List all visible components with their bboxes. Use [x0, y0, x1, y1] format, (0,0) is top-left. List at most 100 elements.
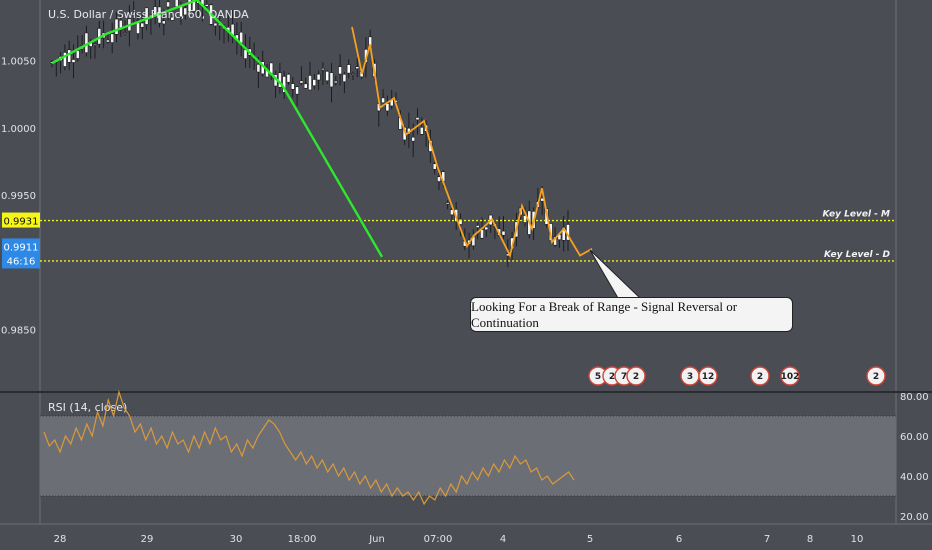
candle-body	[144, 7, 149, 25]
candle-body	[93, 43, 97, 45]
countdown-timer: 46:16	[7, 256, 36, 267]
candle-body	[561, 227, 566, 241]
event-badge-5: 12	[702, 372, 715, 382]
event-badge-0: 5	[595, 372, 601, 382]
time-tick-4: Jun	[368, 534, 385, 545]
rsi-tick-2: 40.00	[900, 472, 929, 483]
candle-body	[437, 176, 441, 182]
time-tick-0: 28	[54, 534, 67, 545]
candle-body	[325, 71, 330, 82]
key-level-label-0: Key Level - M	[823, 210, 890, 220]
candle-body	[480, 229, 484, 239]
event-badge-7: 102	[781, 372, 800, 382]
price-pane	[0, 0, 932, 392]
candle-body	[419, 126, 424, 135]
chart-title: U.S. Dollar / Swiss Franc, 60, OANDA	[48, 8, 249, 21]
time-tick-2: 30	[230, 534, 243, 545]
candle-body	[385, 103, 390, 112]
time-tick-10: 8	[807, 534, 813, 545]
candle-body	[445, 202, 450, 205]
candle-body	[355, 66, 360, 70]
candle-body	[71, 59, 76, 63]
candle-body	[290, 83, 295, 90]
candle-body	[67, 49, 72, 63]
time-tick-3: 18:00	[288, 534, 317, 545]
candle-body	[303, 83, 308, 89]
time-tick-5: 07:00	[424, 534, 453, 545]
candle-body	[316, 73, 321, 81]
rsi-tick-0: 80.00	[900, 392, 929, 403]
price-tick-0: 1.0050	[1, 57, 36, 68]
candle-body	[256, 64, 261, 73]
candle-body	[320, 68, 325, 71]
rsi-band	[40, 416, 896, 496]
time-tick-7: 5	[587, 534, 593, 545]
price-tick-2: 0.9950	[1, 191, 36, 202]
time-tick-1: 29	[141, 534, 154, 545]
candle-body	[183, 7, 188, 16]
candle-body	[192, 0, 196, 12]
candle-body	[106, 39, 110, 43]
candle-body	[338, 66, 343, 75]
candle-body	[523, 215, 527, 223]
candle-body	[123, 32, 128, 34]
candle-body	[312, 79, 317, 87]
annotation-callout[interactable]: Looking For a Break of Range - Signal Re…	[470, 297, 793, 332]
candle-body	[166, 1, 171, 8]
event-flag-icon-6	[750, 366, 770, 386]
candle-body	[329, 72, 334, 88]
key-level-label-1: Key Level - D	[824, 250, 890, 260]
candle-body	[131, 13, 136, 16]
event-badge-6: 2	[757, 372, 763, 382]
time-tick-9: 7	[764, 534, 770, 545]
rsi-tick-1: 60.00	[900, 432, 929, 443]
candle-body	[295, 86, 300, 95]
time-tick-8: 6	[676, 534, 682, 545]
key-level-tag-0: 0.9931	[4, 217, 39, 228]
time-tick-11: 10	[851, 534, 864, 545]
event-badge-1: 2	[609, 372, 615, 382]
candle-body	[432, 163, 437, 170]
candle-body	[415, 117, 420, 121]
event-badge-8: 2	[873, 372, 879, 382]
candle-body	[110, 33, 115, 43]
candle-body	[484, 226, 489, 231]
candle-body	[381, 97, 386, 104]
candle-body	[213, 22, 218, 27]
candle-body	[342, 73, 347, 83]
current-price-tag: 0.9911	[4, 242, 39, 253]
candle-body	[351, 73, 355, 75]
event-badge-4: 3	[687, 372, 693, 382]
event-badge-2: 7	[621, 372, 627, 382]
candle-body	[174, 0, 179, 7]
candle-body	[333, 80, 338, 84]
candle-body	[136, 20, 140, 34]
price-tick-1: 1.0000	[1, 124, 36, 135]
candle-body	[170, 16, 175, 21]
candle-body	[204, 4, 209, 7]
candle-body	[140, 22, 145, 28]
candle-body	[475, 225, 480, 228]
time-axis-bg	[0, 524, 932, 550]
price-tick-3: 0.9850	[1, 325, 36, 336]
candle-body	[118, 19, 123, 31]
candle-body	[308, 75, 312, 91]
candle-body	[286, 74, 291, 83]
current-price-tag-bg	[2, 238, 40, 269]
candle-body	[114, 18, 119, 35]
event-flag-icon-7	[780, 366, 800, 386]
event-flag-icon-8	[866, 366, 886, 386]
candle-body	[75, 50, 80, 59]
rsi-tick-3: 20.00	[900, 512, 929, 523]
event-badge-3: 2	[633, 372, 639, 382]
time-tick-6: 4	[500, 534, 506, 545]
candle-body	[299, 80, 304, 84]
rsi-line	[43, 389, 575, 506]
candle-body	[346, 64, 351, 74]
event-flag-icon-3	[626, 366, 646, 386]
candle-body	[161, 20, 166, 25]
event-flag-icon-5	[698, 366, 718, 386]
green-wave-line	[51, 0, 384, 258]
